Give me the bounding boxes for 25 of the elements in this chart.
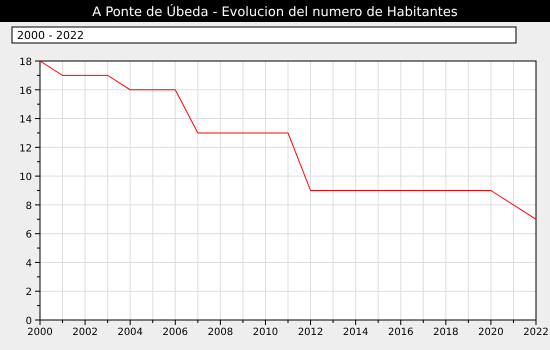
y-tick-label: 8 [26,200,32,212]
y-tick-label: 14 [19,114,32,126]
chart-title: A Ponte de Úbeda - Evolucion del numero de Habitantes [92,3,458,20]
x-tick-label: 2004 [117,327,143,338]
x-tick-label: 2022 [523,327,549,338]
y-tick-label: 4 [26,258,32,270]
x-tick-label: 2018 [433,327,459,338]
x-tick-label: 2000 [27,327,53,338]
y-tick-label: 10 [19,172,32,184]
x-tick-label: 2012 [298,327,324,338]
y-tick-label: 16 [19,86,32,97]
x-tick-label: 2006 [162,327,188,338]
y-tick-label: 2 [26,287,32,298]
x-tick-label: 2020 [478,327,504,338]
x-tick-label: 2008 [208,327,234,338]
x-tick-label: 2002 [72,327,98,338]
y-tick-label: 18 [19,57,32,68]
y-tick-label: 6 [26,230,32,241]
x-tick-label: 2014 [342,327,368,338]
chart-subtitle: 2000 - 2022 [17,29,84,42]
x-tick-label: 2010 [252,327,278,338]
y-tick-label: 0 [26,316,32,327]
y-tick-label: 12 [19,143,32,154]
line-series [40,60,536,220]
x-tick-label: 2016 [388,327,414,338]
